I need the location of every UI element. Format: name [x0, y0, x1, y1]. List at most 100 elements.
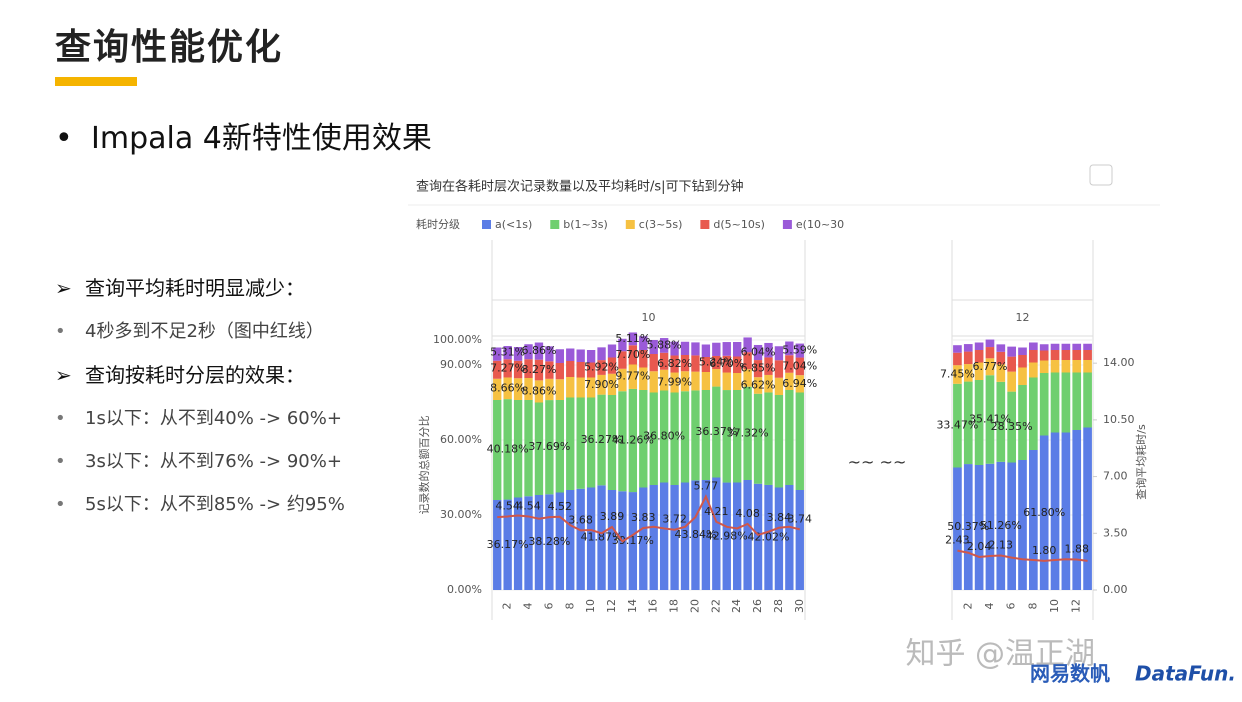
data-label: 43.84% — [674, 528, 716, 541]
note-head: 查询按耗时分层的效果： — [55, 357, 395, 401]
bar-segment — [712, 355, 721, 370]
data-label: 42.98% — [706, 529, 748, 542]
bar-segment — [722, 355, 731, 373]
bar-segment — [722, 482, 731, 590]
line-label: 2.13 — [989, 538, 1014, 551]
bar-segment — [1083, 343, 1092, 350]
data-label: 7.90% — [584, 378, 619, 391]
bar-segment — [493, 378, 502, 400]
data-label: 5.24% — [699, 356, 734, 369]
bar-segment — [1007, 391, 1016, 463]
bar-segment — [974, 342, 984, 350]
bar-segment — [691, 390, 700, 481]
x-tick-label: 4 — [522, 603, 535, 610]
x-tick-label: 8 — [1026, 603, 1039, 610]
data-label: 7.99% — [657, 376, 692, 389]
bar-segment — [534, 380, 544, 403]
x-tick-label: 2 — [961, 603, 974, 610]
x-tick-label: 4 — [983, 603, 996, 610]
bar-segment — [659, 338, 669, 353]
bar-segment — [524, 496, 533, 590]
bar-segment — [503, 399, 512, 500]
bar-segment — [722, 390, 731, 483]
bar-segment — [586, 362, 596, 378]
bar-segment — [764, 342, 773, 358]
legend-label: c(3~5s) — [639, 218, 683, 231]
bar-segment — [649, 354, 658, 372]
bar-segment — [764, 484, 773, 590]
data-label: 50.37% — [947, 520, 989, 533]
x-tick-label: 8 — [563, 603, 576, 610]
bar-segment — [493, 400, 502, 500]
data-label: 39.17% — [612, 534, 654, 547]
bar-segment — [607, 357, 617, 374]
bar-segment — [953, 383, 962, 468]
data-label: 5.11% — [615, 332, 650, 345]
bar-segment — [785, 485, 794, 590]
bar-segment — [670, 341, 679, 356]
bar-segment — [733, 342, 742, 357]
x-tick-label: 14 — [626, 599, 639, 613]
avg-line — [957, 549, 1088, 562]
bar-segment — [974, 380, 984, 465]
legend-label: e(10~30 — [796, 218, 844, 231]
y-tick-label: 100.00% — [433, 333, 482, 346]
bar-segment — [566, 348, 575, 361]
legend-swatch — [700, 220, 710, 229]
y-tick-label: 30.00% — [440, 508, 482, 521]
bullet: • Impala 4新特性使用效果 — [55, 121, 432, 156]
bar-segment — [545, 494, 554, 590]
toolbar-icon[interactable] — [1089, 164, 1113, 186]
bar-segment — [607, 344, 617, 358]
bar-segment — [1072, 372, 1082, 430]
bar-segment — [733, 390, 742, 483]
data-label: 33.47% — [936, 419, 978, 432]
bar-segment — [1072, 430, 1082, 590]
chart-title: 查询在各耗时层次记录数量以及平均耗时/s|可下钻到分钟 — [416, 179, 744, 195]
bar-segment — [795, 343, 804, 358]
bar-segment — [753, 483, 763, 590]
bar-segment — [1039, 373, 1049, 436]
bar-segment — [985, 463, 995, 590]
bar-segment — [743, 386, 752, 480]
bar-segment — [555, 363, 564, 380]
bar-segment — [628, 364, 638, 389]
line-label: 3.72 — [662, 513, 687, 526]
bar-segment — [1007, 371, 1016, 392]
bar-segment — [1050, 372, 1060, 433]
bar-segment — [670, 392, 679, 485]
bar-segment — [513, 400, 523, 498]
data-label: 41.26% — [612, 434, 654, 447]
bar-segment — [764, 392, 773, 485]
bar-segment — [534, 342, 544, 360]
bar-segment — [566, 377, 575, 398]
bar-segment — [963, 464, 973, 590]
bar-segment — [639, 367, 648, 390]
data-label: 5.92% — [584, 361, 619, 374]
bar-segment — [712, 386, 721, 478]
x-tick-label: 30 — [793, 599, 806, 613]
bar-segment — [555, 349, 564, 363]
bar-segment — [618, 391, 627, 492]
bar-segment — [1029, 342, 1038, 350]
y-tick-label: 60.00% — [440, 433, 482, 446]
bar-segment — [545, 400, 554, 495]
bar-segment — [513, 497, 523, 590]
bar-segment — [649, 485, 658, 590]
x-tick-label: 16 — [647, 599, 660, 613]
bar-segment — [503, 359, 512, 378]
y-tick-label: 90.00% — [440, 358, 482, 371]
x-tick-label: 28 — [772, 599, 785, 613]
y2-tick-label: 7.00 — [1103, 470, 1128, 483]
bar-segment — [785, 390, 794, 485]
bar-segment — [628, 492, 638, 590]
y-axis-label: 记录数的总额百分比 — [417, 416, 431, 515]
bar-segment — [712, 369, 721, 387]
bar-segment — [953, 352, 962, 366]
bar-segment — [712, 342, 721, 356]
bar-segment — [566, 397, 575, 490]
bar-segment — [680, 482, 690, 590]
bar-segment — [753, 377, 763, 394]
data-label: 6.86% — [521, 344, 556, 357]
bar-segment — [493, 500, 502, 590]
